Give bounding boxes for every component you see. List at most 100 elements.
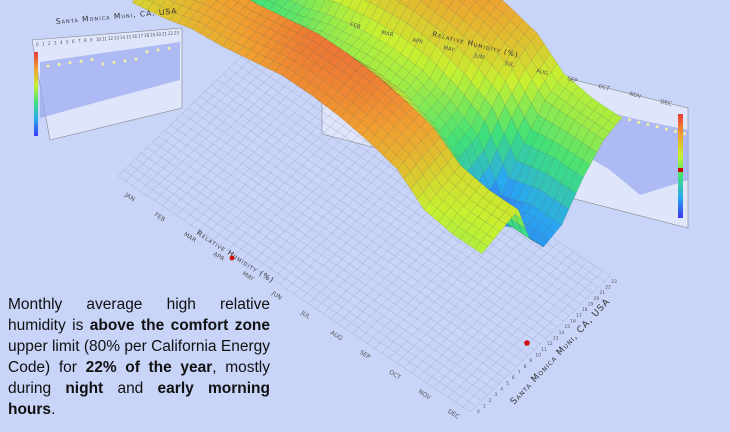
left-wall-dot [134, 57, 138, 61]
left-wall-hour-label: 19 [150, 33, 156, 38]
floor-grid-line [222, 73, 576, 311]
hour-tick-label: 9 [529, 358, 532, 364]
left-wall-hour-label: 14 [120, 35, 126, 40]
surface-cell [332, 0, 344, 5]
floor-grid-line [193, 102, 546, 339]
left-wall-hour-label: 5 [66, 40, 69, 45]
left-wall-band [40, 42, 180, 118]
month-tick-label: NOV [417, 388, 433, 402]
left-wall-hour-label: 9 [90, 38, 93, 43]
month-tick-label: AUG [329, 329, 344, 342]
floor-grid-line [176, 119, 529, 356]
hour-tick-label: 10 [535, 353, 541, 359]
colorbar-marker [678, 168, 683, 172]
humidity-surface [131, 0, 623, 255]
month-tick-label: OCT [388, 369, 403, 382]
hour-tick-label: 1 [483, 404, 486, 410]
floor-grid-line [205, 90, 558, 328]
left-wall-dot [68, 61, 72, 65]
floor-grid-line [199, 96, 552, 333]
caption-part: . [51, 401, 56, 418]
hour-tick-label: 2 [489, 398, 492, 404]
floor-grid-line [152, 141, 506, 379]
right-wall-month-label: JUN [473, 53, 485, 61]
left-wall-dot [145, 50, 149, 54]
floor-grid-line [187, 107, 541, 345]
right-wall-month-label: APR [412, 38, 424, 47]
floor-grid-line [158, 136, 511, 373]
hour-tick-label: 15 [564, 324, 570, 330]
floor-grid-line [164, 130, 517, 367]
hour-tick-label: 8 [524, 364, 527, 370]
caption-highlight: 22% of the year [85, 359, 213, 376]
left-wall-hour-label: 22 [168, 31, 174, 36]
left-wall-hour-label: 10 [96, 37, 102, 42]
surface-cell [438, 0, 444, 3]
hour-tick-label: 14 [559, 330, 565, 336]
surface-cell [216, 0, 229, 5]
floor-grid-line [117, 175, 471, 413]
hour-tick-label: 20 [594, 296, 600, 302]
right-wall-month-label: JUL [504, 60, 516, 68]
hour-tick-label: 6 [512, 375, 515, 381]
left-wall-hour-label: 23 [174, 31, 180, 36]
surface-cell [472, 0, 478, 3]
surface-cell [348, 0, 363, 12]
right-wall-month-label: MAR [381, 30, 395, 39]
hour-tick-label: 3 [494, 392, 497, 398]
y-axis-title: Santa Monica Muni, CA, USA [509, 297, 613, 407]
floor-grid-line [135, 158, 488, 396]
left-wall-hour-label: 13 [114, 36, 120, 41]
surface-cell [420, 0, 433, 7]
left-wall-dot [156, 48, 160, 52]
right-wall-month-label: NOV [629, 91, 642, 100]
right-wall-month-label: FEB [350, 22, 362, 30]
surface-cell [441, 0, 454, 9]
hour-tick-label: 21 [599, 290, 605, 296]
left-wall-hour-label: 6 [72, 39, 75, 44]
hour-tick-label: 11 [541, 347, 547, 353]
surface-cell [486, 226, 501, 240]
left-wall-hour-label: 21 [162, 32, 168, 37]
left-wall-hour-label: 1 [42, 42, 45, 47]
right-wall-dot [664, 127, 668, 131]
hour-tick-label: 18 [582, 307, 588, 313]
surface-cell [131, 0, 145, 7]
left-wall-dot [167, 46, 171, 50]
surface-cell [474, 241, 489, 255]
month-tick-label: JAN [123, 191, 136, 203]
right-wall-dot [637, 120, 641, 124]
hour-tick-label: 16 [570, 319, 576, 325]
month-tick-label: JUL [299, 309, 312, 321]
right-colorbar [678, 114, 683, 218]
hour-tick-label: 12 [547, 341, 553, 347]
surface-cell [514, 214, 527, 230]
hour-tick-label: 5 [506, 381, 509, 387]
hour-tick-label: 23 [611, 279, 617, 285]
surface-cell [518, 223, 530, 239]
left-wall-hour-label: 15 [126, 35, 132, 40]
floor-grid-line [228, 68, 581, 305]
left-wall-hour-label: 20 [156, 32, 162, 37]
left-wall-hour-label: 2 [48, 41, 51, 46]
surface-cell [418, 0, 422, 2]
left-wall-dot [79, 59, 83, 63]
caption-part: and [103, 380, 158, 397]
surface-cell [487, 0, 490, 2]
month-tick-label: FEB [153, 211, 166, 223]
surface-cell [214, 0, 218, 1]
caption-highlight: early morning hours [8, 380, 270, 418]
surface-cell [192, 0, 197, 2]
left-wall-dot [57, 62, 61, 66]
left-wall-title: Santa Monica Muni, CA, USA [55, 6, 177, 26]
floor-grid-line [182, 113, 535, 350]
surface-cell [457, 0, 466, 4]
left-colorbar [34, 52, 38, 136]
caption-part: , mostly during [8, 359, 271, 397]
hour-tick-label: 22 [605, 285, 611, 291]
left-wall-hour-label: 8 [84, 38, 87, 43]
left-wall-hour-label: 18 [144, 33, 150, 38]
comfort-limit-marker [524, 340, 530, 346]
caption-highlight: night [65, 380, 104, 397]
floor-grid-line [129, 164, 482, 401]
